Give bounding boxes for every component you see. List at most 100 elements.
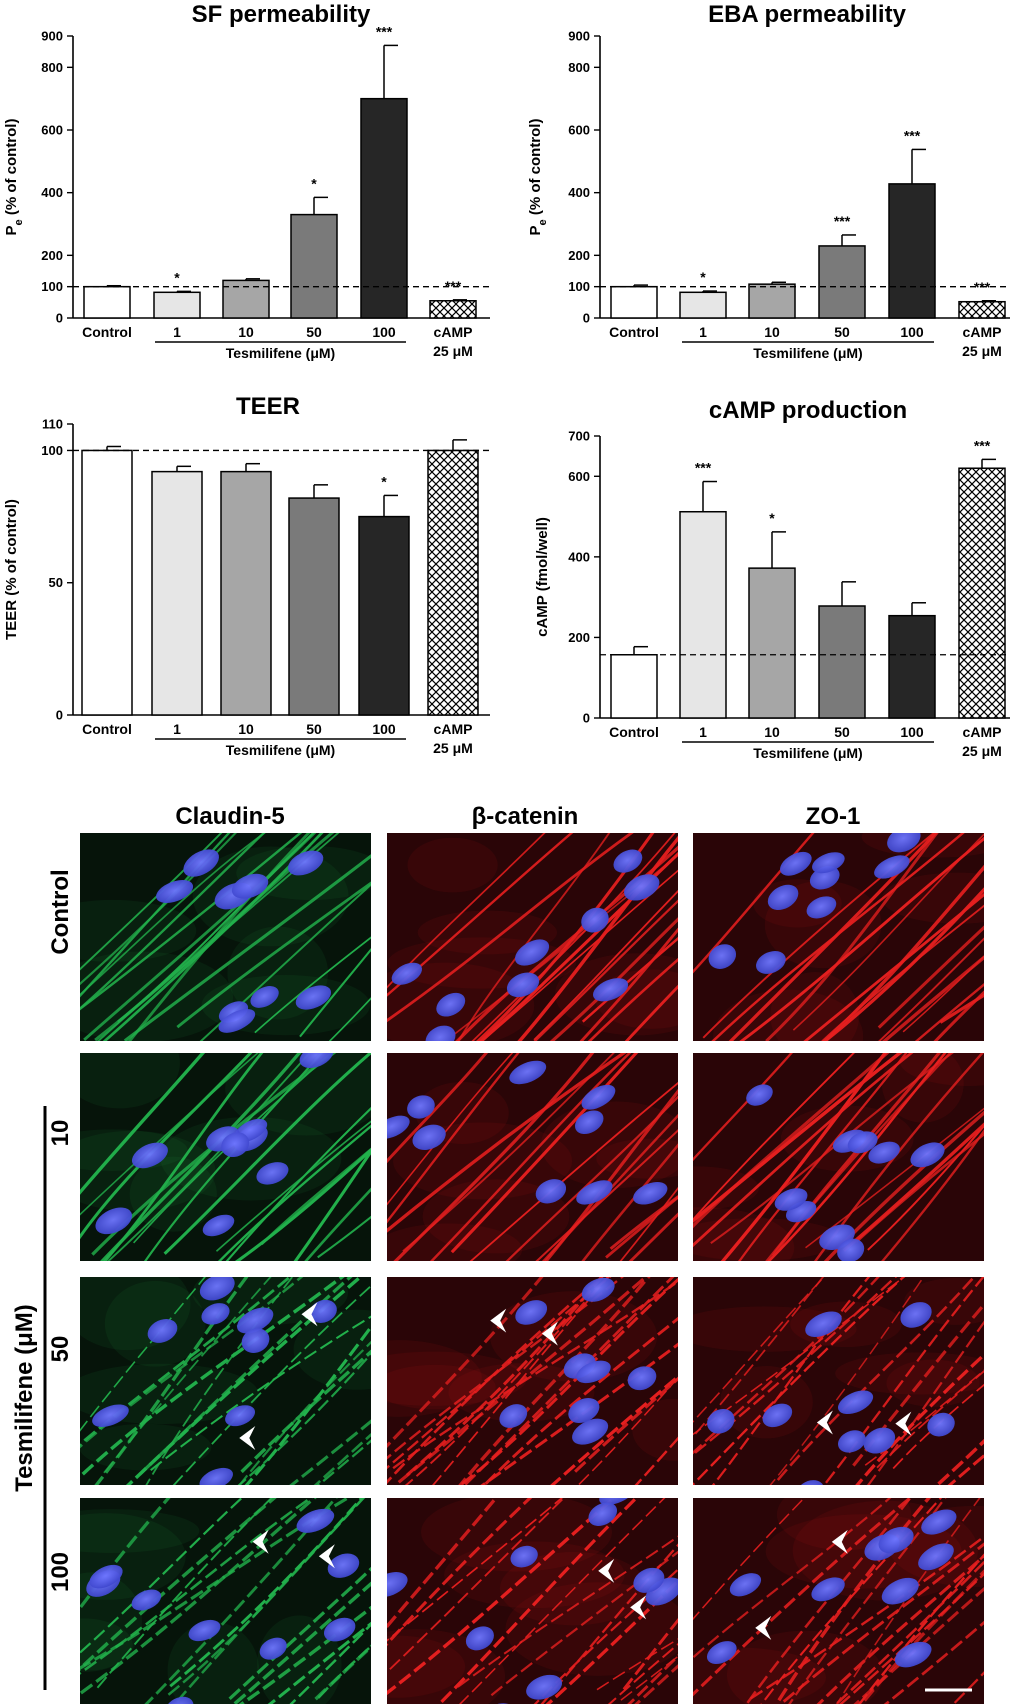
arrowhead (252, 1529, 269, 1554)
row-label-100: 100 (47, 1552, 74, 1592)
nucleus (779, 851, 812, 876)
y-tick-label: 0 (583, 311, 590, 326)
nucleus (900, 1302, 932, 1328)
bar-1 (679, 510, 727, 719)
bar-1 (153, 291, 201, 319)
nucleus (806, 896, 837, 919)
y-axis-label: cAMP (fmol/well) (534, 517, 551, 637)
arrowhead (318, 1544, 335, 1569)
nucleus (231, 873, 269, 899)
bar-control (610, 654, 658, 719)
nucleus (514, 939, 550, 966)
significance-mark: * (311, 175, 317, 191)
bar-camp (958, 300, 1006, 319)
y-tick-label: 200 (41, 248, 63, 263)
bar-100 (358, 515, 410, 716)
chart-1: SF permeability 0 100 200 400 600 800 900 Pe (% … (3, 1, 490, 361)
nucleus (199, 1277, 235, 1301)
category-sublabel: 25 μM (433, 343, 473, 359)
category-label: 1 (699, 724, 707, 740)
y-tick-label: 400 (568, 185, 590, 200)
y-tick-label: 900 (568, 29, 590, 44)
category-label: 50 (834, 724, 850, 740)
nucleus (387, 1115, 410, 1139)
significance-mark: *** (376, 23, 393, 39)
category-label: Control (82, 721, 132, 737)
nucleus (588, 1502, 618, 1526)
bar-50 (290, 213, 338, 319)
micrograph-beta-catenin-100 (387, 1498, 678, 1704)
chart-title: EBA permeability (708, 1, 906, 28)
y-tick-label: 400 (568, 549, 590, 564)
micrograph-claudin5-10 (80, 1053, 371, 1261)
nucleus (221, 1132, 250, 1158)
category-label: Control (82, 324, 132, 340)
nucleus (837, 1430, 866, 1453)
nucleus (407, 1095, 435, 1119)
micrograph-background (693, 1277, 984, 1485)
category-label: 100 (372, 324, 396, 340)
nucleus (295, 985, 332, 1010)
bar-1 (151, 470, 203, 716)
category-label: Control (609, 724, 659, 740)
nucleus (927, 1412, 955, 1437)
nucleus (201, 1303, 230, 1325)
nucleus (762, 1403, 793, 1428)
nucleus (746, 1084, 773, 1106)
y-tick-label: 0 (583, 711, 590, 726)
nucleus (309, 1299, 337, 1323)
nucleus (837, 1238, 865, 1261)
nucleus (837, 1390, 874, 1415)
group-label: Tesmilifene (μM) (753, 745, 862, 761)
nucleus (812, 852, 845, 874)
y-tick-label: 200 (568, 630, 590, 645)
nucleus (881, 1577, 919, 1605)
nucleus (156, 880, 194, 903)
micrograph-zo1-100 (693, 1498, 984, 1704)
category-label: 10 (764, 724, 780, 740)
nucleus (412, 1124, 446, 1151)
nucleus (199, 1467, 233, 1485)
nucleus (256, 1162, 289, 1185)
nucleus (188, 1619, 221, 1642)
chart-title: SF permeability (192, 1, 371, 28)
category-label: cAMP (434, 721, 473, 737)
category-label: Control (609, 324, 659, 340)
nucleus (436, 992, 466, 1017)
y-tick-label: 800 (568, 60, 590, 75)
nucleus (707, 1408, 735, 1434)
category-label: cAMP (963, 324, 1002, 340)
nucleus (887, 833, 921, 853)
category-label: 100 (372, 721, 396, 737)
arrowhead (598, 1558, 615, 1583)
y-tick-label: 50 (49, 575, 63, 590)
group-label: Tesmilifene (μM) (226, 742, 335, 758)
nucleus (241, 1328, 270, 1353)
nucleus (613, 849, 643, 873)
y-tick-label: 400 (41, 185, 63, 200)
nucleus (218, 1009, 256, 1033)
nucleus (259, 1637, 287, 1660)
category-label: 50 (306, 721, 322, 737)
y-tick-label: 100 (568, 279, 590, 294)
nucleus (509, 1060, 547, 1085)
nucleus (164, 1696, 194, 1704)
micrograph-background (80, 1498, 371, 1704)
category-label: 50 (306, 324, 322, 340)
bar-camp (429, 300, 477, 319)
category-label: 10 (238, 721, 254, 737)
nucleus (510, 1545, 538, 1568)
nucleus (465, 1626, 494, 1651)
nucleus (633, 1182, 668, 1205)
bar-100 (888, 614, 936, 719)
nucleus (624, 874, 660, 901)
chart-4: cAMP production 0 200 400 600 700 cAMP (fmol/w… (534, 397, 1010, 761)
row-label-10: 10 (47, 1120, 74, 1147)
micrograph-claudin5-100 (80, 1498, 371, 1704)
y-axis-label: Pe (% of control) (527, 119, 549, 236)
y-tick-label: 800 (41, 60, 63, 75)
bar-50 (288, 497, 340, 716)
bar-10 (222, 279, 270, 319)
